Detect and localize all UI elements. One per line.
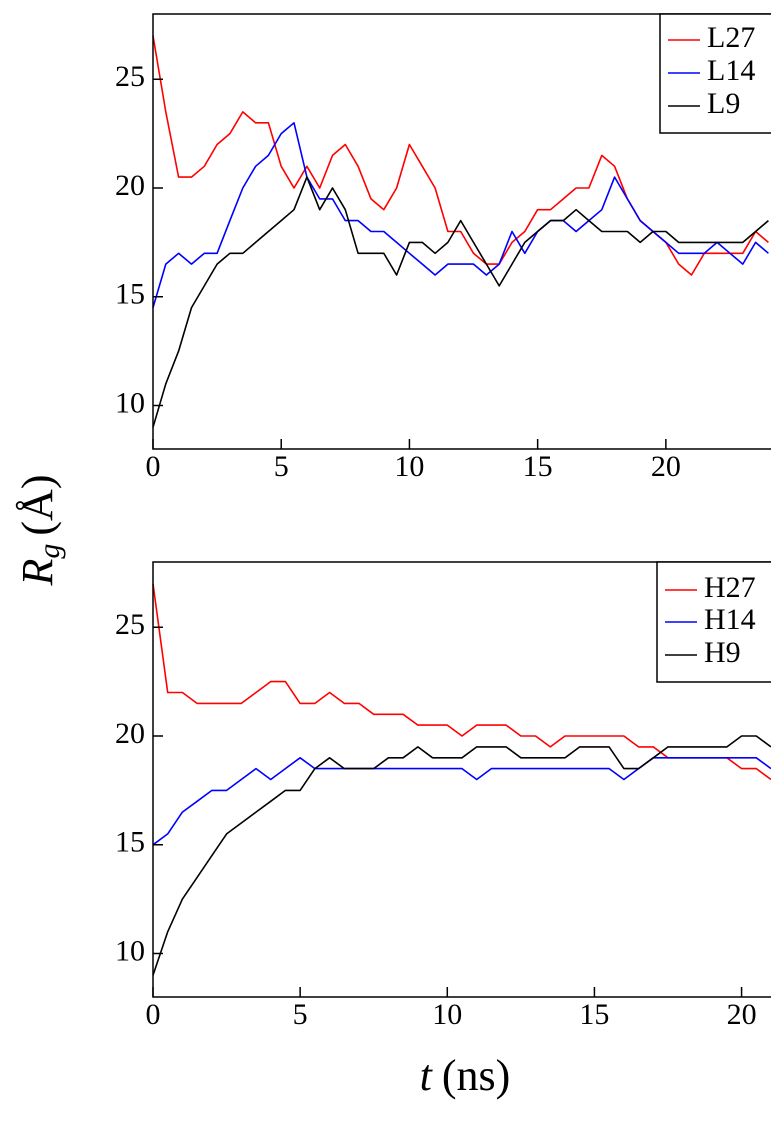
legend-label: H14: [704, 603, 756, 636]
x-tick-label: 15: [579, 998, 609, 1031]
data-line: [152, 122, 769, 308]
x-tick-label: 15: [523, 450, 553, 483]
x-axis-label: t (ns): [420, 1051, 511, 1100]
data-line: [152, 757, 771, 846]
y-tick-label: 10: [115, 934, 145, 967]
x-tick-label: 20: [727, 998, 757, 1031]
x-unit: (ns): [442, 1051, 510, 1100]
x-tick-label: 0: [146, 450, 161, 483]
x-tick-label: 0: [146, 998, 161, 1031]
legend-label: L9: [707, 87, 740, 120]
x-symbol: t: [420, 1051, 434, 1100]
legend-label: L27: [707, 21, 755, 54]
y-tick-label: 20: [115, 169, 145, 202]
legend-label: L14: [707, 54, 755, 87]
plot-frame: [152, 561, 771, 998]
y-subscript: g: [33, 544, 66, 559]
x-tick-label: 10: [394, 450, 424, 483]
data-line: [152, 735, 771, 976]
y-axis-label: Rg (Å): [13, 475, 66, 587]
x-tick-label: 5: [293, 998, 308, 1031]
y-tick-label: 20: [115, 717, 145, 750]
y-unit: (Å): [13, 475, 62, 536]
x-tick-label: 5: [274, 450, 289, 483]
x-tick-label: 10: [432, 998, 462, 1031]
x-tick-label: 20: [651, 450, 681, 483]
y-tick-label: 25: [115, 60, 145, 93]
y-tick-label: 15: [115, 278, 145, 311]
y-tick-label: 15: [115, 826, 145, 859]
plot-frame: [152, 13, 771, 450]
y-tick-label: 10: [115, 386, 145, 419]
legend-label: H9: [704, 636, 741, 669]
y-tick-label: 25: [115, 608, 145, 641]
data-line: [152, 176, 769, 428]
y-symbol: R: [13, 558, 62, 586]
legend-label: H27: [704, 571, 756, 604]
